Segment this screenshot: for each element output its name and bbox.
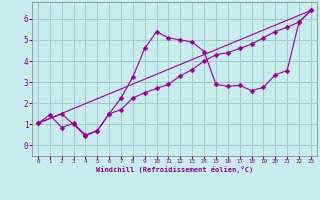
X-axis label: Windchill (Refroidissement éolien,°C): Windchill (Refroidissement éolien,°C) — [96, 166, 253, 173]
